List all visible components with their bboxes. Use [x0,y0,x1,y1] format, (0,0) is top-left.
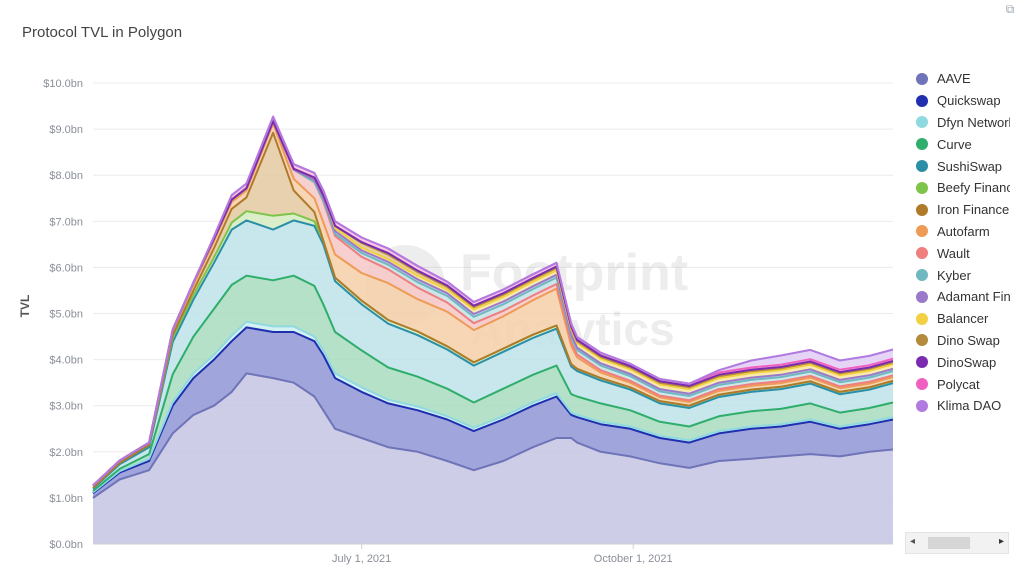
legend-label: Iron Finance [937,202,1010,218]
legend-dot-icon [916,116,928,129]
scroll-thumb[interactable] [928,537,970,549]
legend-item[interactable]: Klima DAO [916,395,1010,417]
series-line-0 [92,372,894,499]
series-line-4 [92,219,894,490]
series-areas [93,116,893,544]
legend-label: Polycat [937,376,980,392]
legend-item[interactable]: Beefy Finance [916,177,1010,199]
legend-dot-icon [916,181,928,194]
y-tick-label: $5.0bn [49,309,83,321]
series-area-11 [93,121,893,486]
y-tick-label: $7.0bn [49,216,83,228]
y-tick-label: $6.0bn [49,262,83,274]
legend-dot-icon [916,94,928,107]
legend-dot-icon [916,72,928,85]
legend-label: Dino Swap [937,332,1000,348]
y-tick-label: $3.0bn [49,401,83,413]
legend-label: Autofarm [937,223,990,239]
chart-title: Protocol TVL in Polygon [22,24,183,41]
legend-item[interactable]: Wault [916,242,1010,264]
legend-dot-icon [916,378,928,391]
legend-dot-icon [916,290,928,303]
y-tick-label: $8.0bn [49,170,83,182]
legend-item[interactable]: Kyber [916,264,1010,286]
y-axis-label: TVL [18,295,32,318]
legend-label: Wault [937,245,970,261]
x-axis-ticks: July 1, 2021 October 1, 2021 [332,544,673,565]
legend-label: Balancer [937,311,989,327]
legend-dot-icon [916,312,928,325]
y-tick-label: $9.0bn [49,124,83,136]
legend-label: Curve [937,136,972,152]
legend-dot-icon [916,247,928,260]
legend-item[interactable]: Adamant Finance [916,286,1010,308]
legend-item[interactable]: SushiSwap [916,155,1010,177]
legend-item[interactable]: DinoSwap [916,351,1010,373]
legend-item[interactable]: Dino Swap [916,330,1010,352]
legend-dot-icon [916,203,928,216]
y-tick-label: $1.0bn [49,493,83,505]
y-tick-label: $4.0bn [49,355,83,367]
legend-item[interactable]: Polycat [916,373,1010,395]
series-line-3 [92,274,894,492]
series-area-0 [93,373,893,544]
legend-label: Beefy Finance [937,180,1010,196]
legend-dot-icon [916,160,928,173]
legend-label: AAVE [937,71,971,87]
series-line-1 [92,326,894,495]
legend-dot-icon [916,399,928,412]
legend-item[interactable]: AAVE [916,68,1010,90]
y-tick-label: $2.0bn [49,447,83,459]
legend-dot-icon [916,356,928,369]
legend-dot-icon [916,138,928,151]
legend-item[interactable]: Autofarm [916,221,1010,243]
legend-item[interactable]: Curve [916,133,1010,155]
legend-dot-icon [916,225,928,238]
series-area-1 [93,327,893,498]
x-tick-label: October 1, 2021 [594,553,673,565]
y-tick-label: $0.0bn [49,539,83,551]
legend-label: DinoSwap [937,354,997,370]
y-tick-label: $10.0bn [43,78,83,90]
series-line-15 [92,115,894,487]
series-line-2 [92,320,894,494]
expand-icon[interactable]: ⧉ [1005,2,1015,16]
legend-item[interactable]: Balancer [916,308,1010,330]
series-line-13 [92,120,894,487]
legend-scrollbar[interactable]: ◂ ▸ [905,532,1009,554]
series-lines [92,115,894,499]
legend-label: Klima DAO [937,398,1002,414]
legend-item[interactable]: Dfyn Network [916,112,1010,134]
series-area-4 [93,220,893,491]
legend-label: Kyber [937,267,971,283]
legend-item[interactable]: Iron Finance [916,199,1010,221]
legend-label: Quickswap [937,93,1001,109]
scroll-right-arrow-icon[interactable]: ▸ [998,536,1004,547]
legend-dot-icon [916,269,928,282]
legend-label: Dfyn Network [937,114,1010,130]
y-axis-ticks: $0.0bn $1.0bn $2.0bn $3.0bn $4.0bn $5.0bn $6.0… [43,78,83,551]
legend-label: Adamant Finance [937,289,1010,305]
x-tick-label: July 1, 2021 [332,553,391,565]
scroll-left-arrow-icon[interactable]: ◂ [910,536,916,547]
series-line-6 [92,131,894,489]
legend-label: SushiSwap [937,158,1003,174]
legend: AAVE Quickswap Dfyn Network Curve SushiSwap B… [916,68,1010,417]
legend-dot-icon [916,334,928,347]
legend-item[interactable]: Quickswap [916,90,1010,112]
